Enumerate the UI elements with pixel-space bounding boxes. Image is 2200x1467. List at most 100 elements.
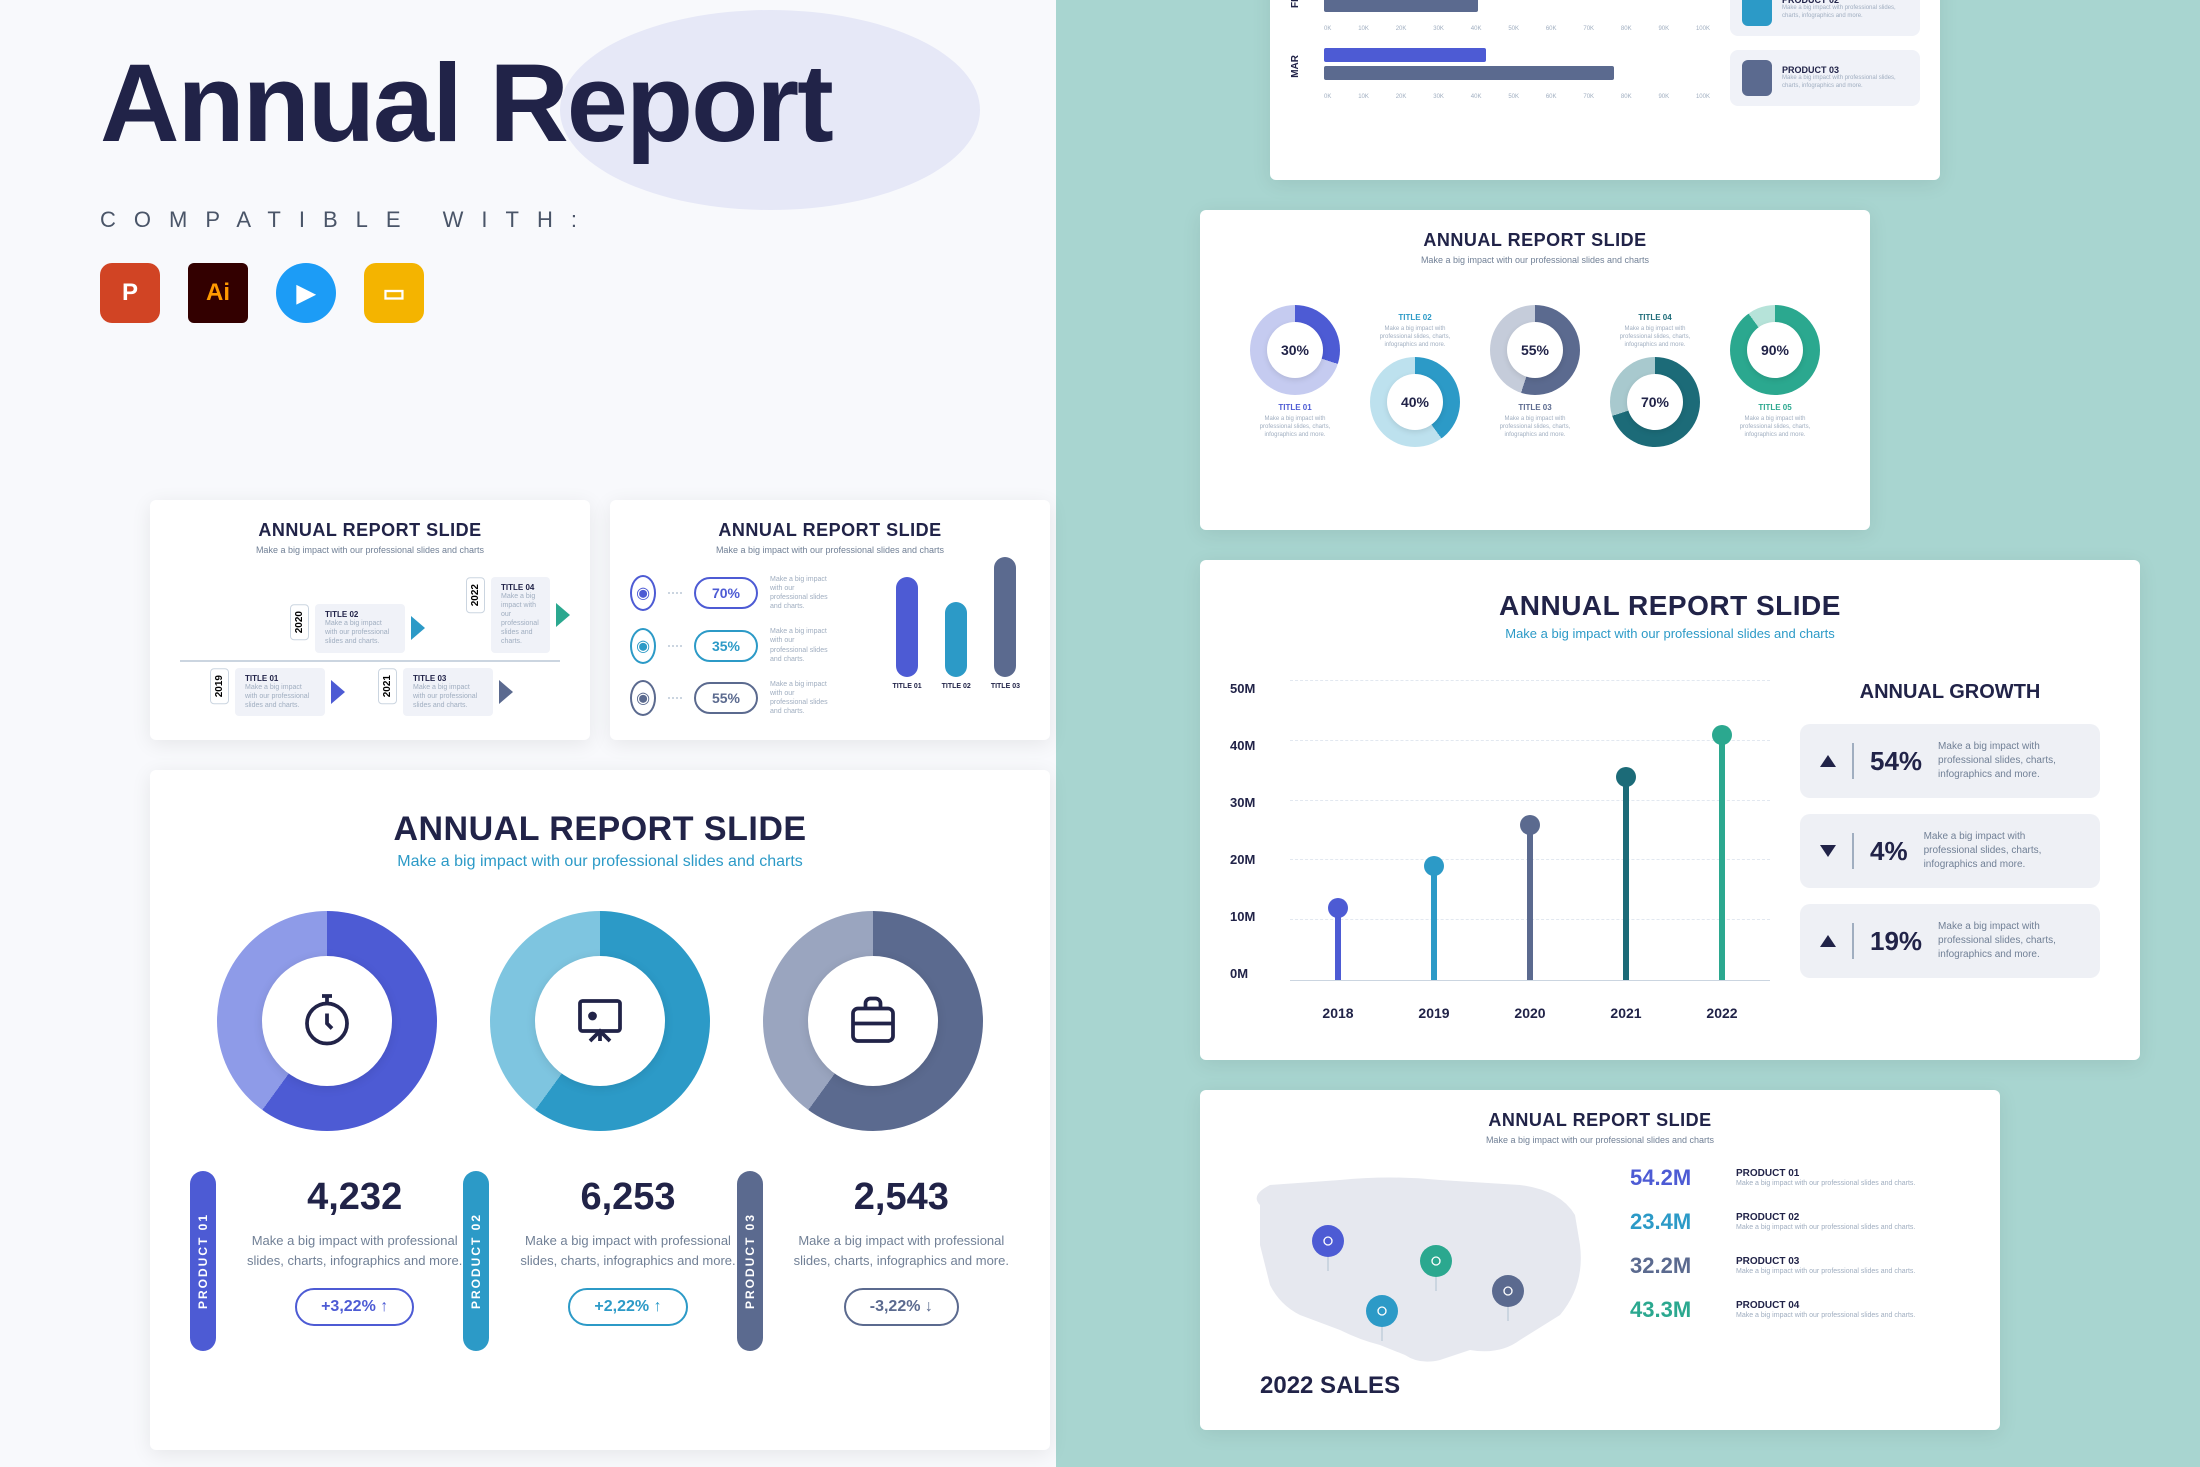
lollipop	[1527, 825, 1533, 980]
slide-title: ANNUAL REPORT SLIDE	[1220, 230, 1850, 251]
timeline-item: 2021 TITLE 03 Make a big impact with our…	[378, 668, 513, 716]
timeline-arrow	[499, 680, 513, 704]
trend-up-icon	[1820, 935, 1836, 947]
timeline-year: 2019	[210, 668, 229, 704]
product-donut: PRODUCT 03 2,543 Make a big impact with …	[737, 911, 1010, 1351]
lollipop	[1431, 866, 1437, 980]
timeline-box: TITLE 04 Make a big impact with our prof…	[491, 577, 550, 653]
pct-slide: ANNUAL REPORT SLIDE Make a big impact wi…	[610, 500, 1050, 740]
map-desc: Make a big impact with our professional …	[1736, 1223, 1915, 1232]
mini-bar-fill	[945, 602, 967, 677]
donut-ring: 90%	[1730, 305, 1820, 395]
compat-label: COMPATIBLE WITH:	[100, 207, 1000, 233]
slide-sub: Make a big impact with our professional …	[1230, 626, 2110, 641]
donut-ring	[217, 911, 437, 1131]
growth-stat-card: 4% Make a big impact with professional s…	[1800, 814, 2100, 888]
map-pin	[1366, 1295, 1398, 1327]
donut-value: 55%	[1507, 322, 1563, 378]
donut-ring	[490, 911, 710, 1131]
timeline-box: TITLE 02 Make a big impact with our prof…	[315, 604, 405, 652]
timeline-desc: Make a big impact with our professional …	[501, 592, 540, 647]
y-tick: 10M	[1230, 909, 1255, 924]
donut-label: TITLE 01	[1278, 403, 1311, 412]
slide-title: ANNUAL REPORT SLIDE	[1220, 1110, 1980, 1131]
mini-bar-fill	[994, 557, 1016, 677]
stat-desc: Make a big impact with professional slid…	[1938, 920, 2080, 962]
keynote-icon: ▶	[276, 263, 336, 323]
product-donut: PRODUCT 01 4,232 Make a big impact with …	[190, 911, 463, 1351]
hbar-group: FEB	[1290, 0, 1710, 16]
map-stat: 23.4M PRODUCT 02 Make a big impact with …	[1630, 1209, 1960, 1235]
map-value: 54.2M	[1630, 1165, 1720, 1191]
timeline: 2019 TITLE 01 Make a big impact with our…	[170, 585, 570, 735]
slide-title: ANNUAL REPORT SLIDE	[170, 520, 570, 541]
timeline-year: 2020	[290, 604, 309, 640]
donut-ring: 70%	[1610, 357, 1700, 447]
donut-desc: Make a big impact with professional slid…	[1610, 326, 1700, 349]
pct-desc: Make a big impact with our professional …	[770, 575, 830, 611]
lollipop	[1623, 777, 1629, 980]
illustrator-icon: Ai	[188, 263, 248, 323]
timeline-desc: Make a big impact with our professional …	[325, 619, 395, 646]
map-desc: Make a big impact with our professional …	[1736, 1267, 1915, 1276]
map-stat: 54.2M PRODUCT 01 Make a big impact with …	[1630, 1165, 1960, 1191]
product-legend-card: PRODUCT 02 Make a big impact with profes…	[1730, 0, 1920, 36]
slide-sub: Make a big impact with our professional …	[1220, 1135, 1980, 1145]
slide-title: ANNUAL REPORT SLIDE	[190, 810, 1010, 849]
donut-desc: Make a big impact with professional slid…	[1490, 416, 1580, 439]
map-value: 23.4M	[1630, 1209, 1720, 1235]
donut-desc: Make a big impact with professional slid…	[1730, 416, 1820, 439]
product-legend-card: PRODUCT 03 Make a big impact with profes…	[1730, 50, 1920, 106]
timeline-title: TITLE 03	[413, 674, 483, 683]
mini-bar: TITLE 03	[991, 557, 1020, 690]
map-stat: 43.3M PRODUCT 04 Make a big impact with …	[1630, 1297, 1960, 1323]
timeline-title: TITLE 04	[501, 583, 540, 592]
pct-value: 70%	[694, 577, 758, 609]
donut-ring: 30%	[1250, 305, 1340, 395]
map-desc: Make a big impact with our professional …	[1736, 1311, 1915, 1320]
donut-label: TITLE 02	[1398, 313, 1431, 322]
donut-desc: Make a big impact with professional slid…	[1370, 326, 1460, 349]
x-label: 2020	[1514, 1005, 1545, 1021]
map-stat: 32.2M PRODUCT 03 Make a big impact with …	[1630, 1253, 1960, 1279]
stat-pct: 19%	[1870, 926, 1922, 957]
powerpoint-icon: P	[100, 263, 160, 323]
x-label: 2019	[1418, 1005, 1449, 1021]
trend-up-icon	[1820, 755, 1836, 767]
timeline-arrow	[411, 616, 425, 640]
mini-bar: TITLE 01	[892, 577, 921, 690]
stat-desc: Make a big impact with professional slid…	[1938, 740, 2080, 782]
stat-pct: 54%	[1870, 746, 1922, 777]
donut-value: 90%	[1747, 322, 1803, 378]
growth-slide: ANNUAL REPORT SLIDE Make a big impact wi…	[1200, 560, 2140, 1060]
y-tick: 20M	[1230, 852, 1255, 867]
product-icon	[1742, 0, 1772, 26]
donut-label: TITLE 05	[1758, 403, 1791, 412]
donut-value: 40%	[1387, 374, 1443, 430]
hbar-slide: FEB0K10K20K30K40K50K60K70K80K90K100KMAR0…	[1270, 0, 1940, 180]
timeline-arrow	[556, 603, 570, 627]
map-product-label: PRODUCT 03	[1736, 1256, 1915, 1267]
product-label: PRODUCT 03	[1782, 65, 1908, 75]
timeline-title: TITLE 01	[245, 674, 315, 683]
donut-item: 30% TITLE 01 Make a big impact with prof…	[1250, 305, 1340, 447]
pct-badge: -3,22% ↓	[844, 1288, 959, 1326]
y-tick: 50M	[1230, 681, 1255, 696]
donut-value: 70%	[1627, 374, 1683, 430]
growth-stat-card: 54% Make a big impact with professional …	[1800, 724, 2100, 798]
y-tick: 30M	[1230, 795, 1255, 810]
timeline-year: 2022	[466, 577, 485, 613]
big-donut-slide: ANNUAL REPORT SLIDE Make a big impact wi…	[150, 770, 1050, 1450]
timeline-slide: ANNUAL REPORT SLIDE Make a big impact wi…	[150, 500, 590, 740]
map-product-label: PRODUCT 01	[1736, 1168, 1915, 1179]
timeline-desc: Make a big impact with our professional …	[245, 683, 315, 710]
product-pill: PRODUCT 02	[463, 1171, 489, 1351]
map-desc: Make a big impact with our professional …	[1736, 1179, 1915, 1188]
lollipop	[1335, 908, 1341, 980]
product-desc: Make a big impact with professional slid…	[519, 1231, 736, 1270]
timeline-item: 2019 TITLE 01 Make a big impact with our…	[210, 668, 345, 716]
pct-icon: ◉	[630, 628, 656, 664]
timeline-item: 2022 TITLE 04 Make a big impact with our…	[466, 577, 570, 653]
growth-side-title: ANNUAL GROWTH	[1800, 681, 2100, 704]
product-value: 6,253	[519, 1176, 736, 1219]
